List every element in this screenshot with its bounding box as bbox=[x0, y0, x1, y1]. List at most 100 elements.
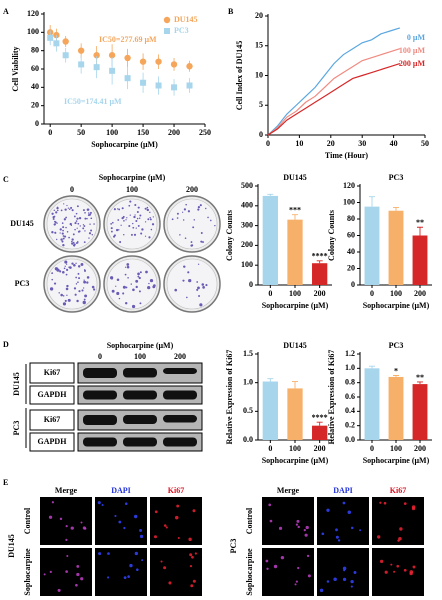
nucleus bbox=[66, 555, 69, 558]
x-tick-label: 0 bbox=[268, 289, 272, 298]
colony bbox=[66, 284, 69, 288]
dish-inner bbox=[106, 198, 158, 250]
colony bbox=[171, 218, 174, 221]
nucleus bbox=[399, 527, 403, 531]
colony bbox=[82, 224, 85, 226]
colony bbox=[182, 219, 185, 221]
nucleus bbox=[350, 585, 353, 588]
nucleus bbox=[107, 576, 110, 579]
nucleus bbox=[383, 501, 387, 505]
colony bbox=[67, 207, 69, 209]
colony bbox=[84, 269, 86, 271]
colony bbox=[144, 207, 147, 210]
error-bar bbox=[369, 365, 375, 369]
band bbox=[123, 368, 157, 378]
error-bar bbox=[267, 193, 274, 196]
y-tick-label: 20 bbox=[347, 263, 355, 272]
colony bbox=[73, 215, 76, 218]
x-tick-label: 0 bbox=[268, 444, 272, 453]
nucleus bbox=[160, 560, 163, 563]
y-tick-label: 100 bbox=[241, 260, 253, 269]
colony bbox=[62, 226, 65, 229]
colony bbox=[56, 269, 59, 272]
y-tick-label: 5 bbox=[259, 100, 263, 109]
colony bbox=[183, 208, 187, 211]
colony bbox=[82, 300, 86, 305]
colony bbox=[76, 217, 79, 220]
nucleus bbox=[321, 532, 325, 536]
nucleus bbox=[296, 519, 300, 523]
point bbox=[47, 34, 54, 41]
colony bbox=[116, 278, 120, 282]
y-tick-label: 0 bbox=[351, 280, 355, 289]
y-tick-label: 80 bbox=[347, 214, 355, 223]
colony bbox=[126, 217, 128, 219]
y-axis-label: Cell Viability bbox=[11, 46, 20, 91]
colony bbox=[65, 226, 67, 229]
nucleus bbox=[297, 525, 300, 529]
colony bbox=[54, 220, 56, 223]
if-channel: Merge bbox=[277, 486, 300, 495]
nucleus bbox=[118, 520, 122, 524]
colony bbox=[53, 209, 56, 212]
colony bbox=[83, 287, 85, 289]
colony bbox=[71, 262, 74, 265]
colony bbox=[197, 286, 200, 290]
nucleus bbox=[75, 583, 78, 587]
colony bbox=[65, 273, 68, 276]
if-image bbox=[150, 548, 202, 596]
if-image bbox=[262, 548, 314, 596]
protein-box bbox=[29, 362, 75, 384]
nucleus bbox=[335, 528, 338, 532]
colony bbox=[60, 209, 63, 212]
colony bbox=[145, 270, 148, 274]
bar bbox=[388, 210, 404, 285]
colony bbox=[77, 265, 81, 268]
colony bbox=[89, 211, 92, 214]
colony bbox=[147, 285, 151, 290]
nucleus bbox=[70, 526, 74, 530]
colony bbox=[126, 265, 130, 269]
colony bbox=[117, 219, 120, 221]
colony bbox=[198, 295, 201, 297]
y-axis-label: Relative Expression of Ki67 bbox=[225, 350, 234, 445]
colony bbox=[133, 233, 137, 236]
colony bbox=[214, 224, 216, 227]
annotation: IC50=174.41 μM bbox=[64, 97, 122, 106]
colony bbox=[123, 220, 125, 222]
colony bbox=[138, 276, 141, 280]
if-treatment: Sophocarpine bbox=[23, 548, 32, 596]
point bbox=[155, 82, 162, 89]
legend-label: PC3 bbox=[174, 26, 189, 35]
colony bbox=[68, 236, 70, 239]
if-cell-line: PC3 bbox=[229, 539, 238, 554]
nucleus bbox=[347, 510, 352, 514]
colony bbox=[149, 217, 151, 219]
if-image bbox=[150, 497, 202, 545]
y-tick-label: 0 bbox=[249, 280, 253, 289]
colony bbox=[129, 214, 131, 216]
nucleus bbox=[114, 514, 117, 517]
nucleus bbox=[411, 505, 416, 509]
error-bar bbox=[316, 421, 323, 426]
colony bbox=[138, 290, 141, 293]
band bbox=[83, 368, 117, 378]
colony bbox=[52, 217, 55, 220]
x-tick-label: 200 bbox=[314, 444, 326, 453]
colony bbox=[70, 224, 73, 226]
nucleus bbox=[57, 588, 61, 592]
colony bbox=[65, 216, 67, 219]
nucleus bbox=[191, 555, 194, 559]
nucleus bbox=[76, 565, 80, 568]
y-tick-label: 40 bbox=[347, 247, 355, 256]
y-axis-label: Colony Counts bbox=[225, 210, 234, 261]
colony bbox=[202, 241, 204, 244]
colony bbox=[91, 285, 95, 289]
nucleus bbox=[65, 570, 68, 573]
nucleus bbox=[168, 581, 172, 585]
line bbox=[267, 63, 401, 136]
colony bbox=[174, 288, 178, 292]
nucleus bbox=[326, 508, 330, 512]
colony bbox=[84, 294, 88, 298]
if-treatment: Sophocarpine bbox=[245, 548, 254, 596]
